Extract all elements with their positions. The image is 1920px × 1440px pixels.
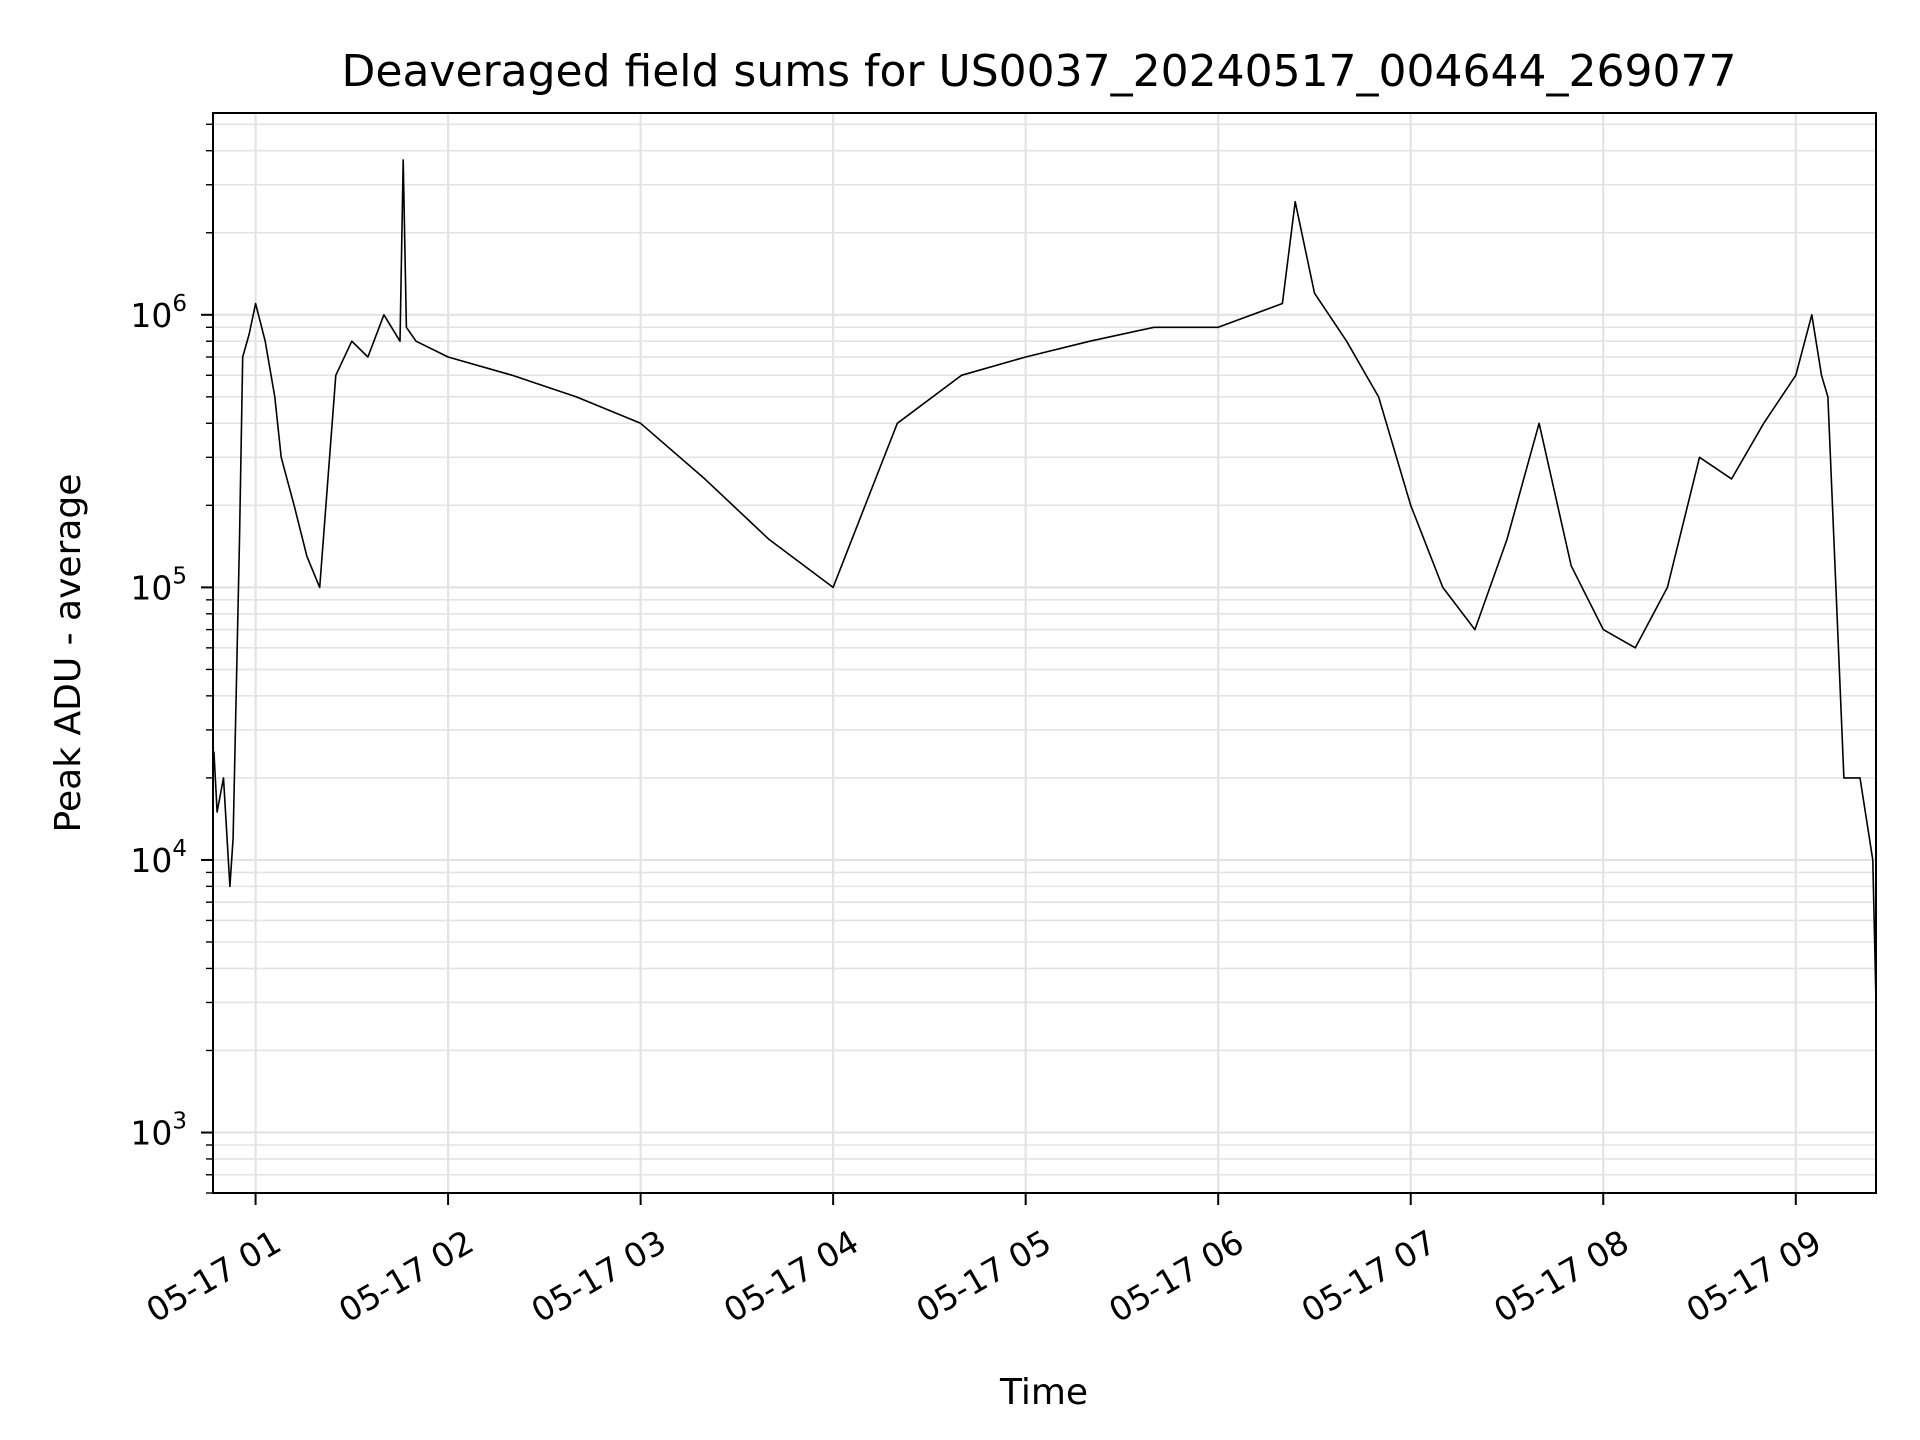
- y-tick-label: 105: [130, 563, 187, 607]
- y-tick-base: 10: [130, 1114, 172, 1153]
- x-tick-label: 05-17 09: [1680, 1222, 1828, 1330]
- x-tick-label: 05-17 08: [1487, 1222, 1635, 1330]
- x-tick-label: 05-17 02: [332, 1222, 480, 1330]
- y-tick-exponent: 3: [172, 1109, 187, 1135]
- series-line: [213, 159, 1877, 1003]
- plot-frame: [212, 112, 1877, 1194]
- y-axis-label: Peak ADU - average: [48, 474, 89, 833]
- x-tick-label: 05-17 05: [910, 1222, 1058, 1330]
- chart-title: Deaveraged field sums for US0037_2024051…: [342, 46, 1737, 97]
- y-tick-label: 103: [130, 1109, 187, 1153]
- y-tick-label: 106: [130, 291, 187, 335]
- x-tick-label: 05-17 03: [525, 1222, 673, 1330]
- x-tick-label: 05-17 06: [1102, 1222, 1250, 1330]
- y-tick-base: 10: [130, 296, 172, 335]
- y-tick-exponent: 5: [172, 563, 187, 589]
- y-tick-base: 10: [130, 841, 172, 880]
- grid-lines: [213, 113, 1876, 1194]
- x-tick-label: 05-17 04: [717, 1222, 865, 1330]
- y-tick-exponent: 6: [172, 291, 187, 317]
- y-tick-label: 104: [130, 836, 187, 880]
- plot-area: [213, 159, 1877, 1003]
- x-tick-label: 05-17 01: [140, 1222, 288, 1330]
- x-tick-label: 05-17 07: [1295, 1222, 1443, 1330]
- y-tick-base: 10: [130, 568, 172, 607]
- y-tick-exponent: 4: [172, 836, 187, 862]
- x-axis: 05-17 01 05-17 02 05-17 03 05-17 04 05-17 05…: [140, 1193, 1828, 1330]
- x-axis-label: Time: [999, 1372, 1088, 1413]
